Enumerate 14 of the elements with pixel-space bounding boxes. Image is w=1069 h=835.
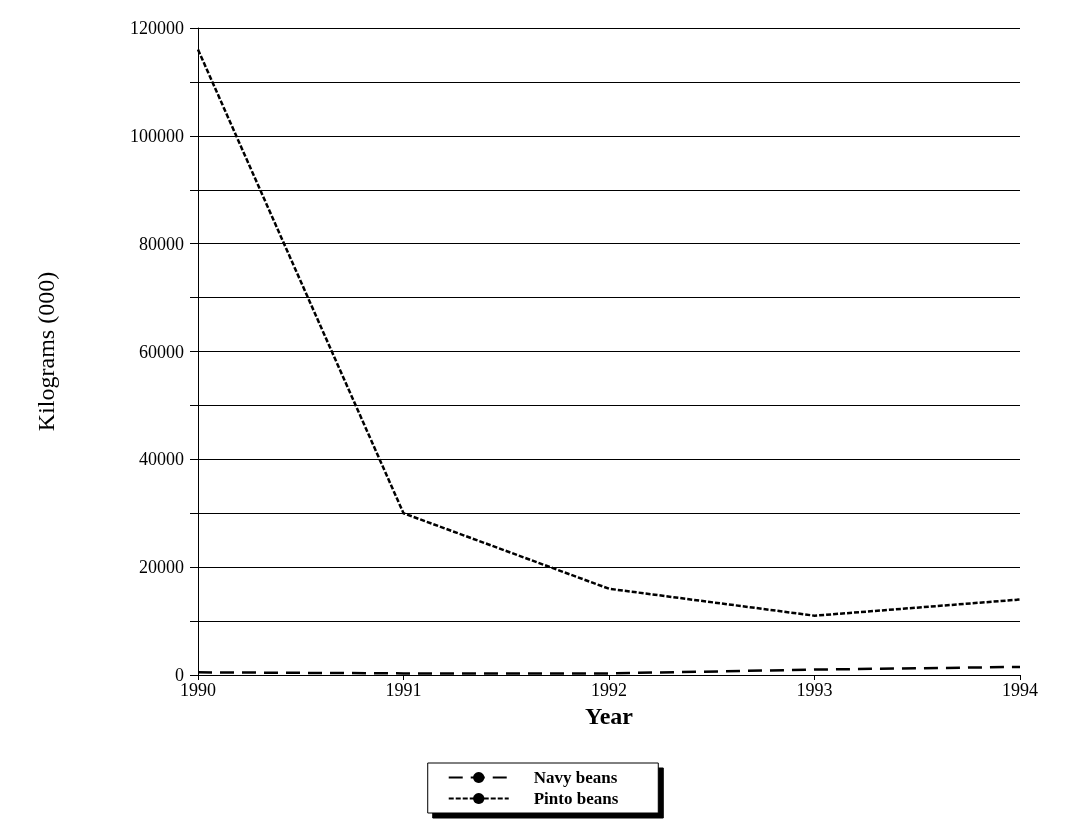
y-tick-label: 20000 [139,557,184,578]
legend-label: Pinto beans [533,789,619,808]
x-tick-label: 1994 [1002,680,1038,700]
y-tick-label: 40000 [139,449,184,470]
x-axis-title: Year [585,702,634,729]
y-tick-label: 120000 [130,18,184,38]
x-tick-label: 1992 [591,680,627,700]
y-tick-label: 100000 [130,125,184,146]
y-tick-label: 60000 [139,341,184,362]
x-tick-label: 1991 [385,680,422,700]
legend-label: Navy beans [533,768,618,787]
x-tick-label: 1993 [796,680,833,700]
y-axis-title: Kilograms (000) [33,271,59,432]
y-tick-label: 80000 [139,233,184,254]
